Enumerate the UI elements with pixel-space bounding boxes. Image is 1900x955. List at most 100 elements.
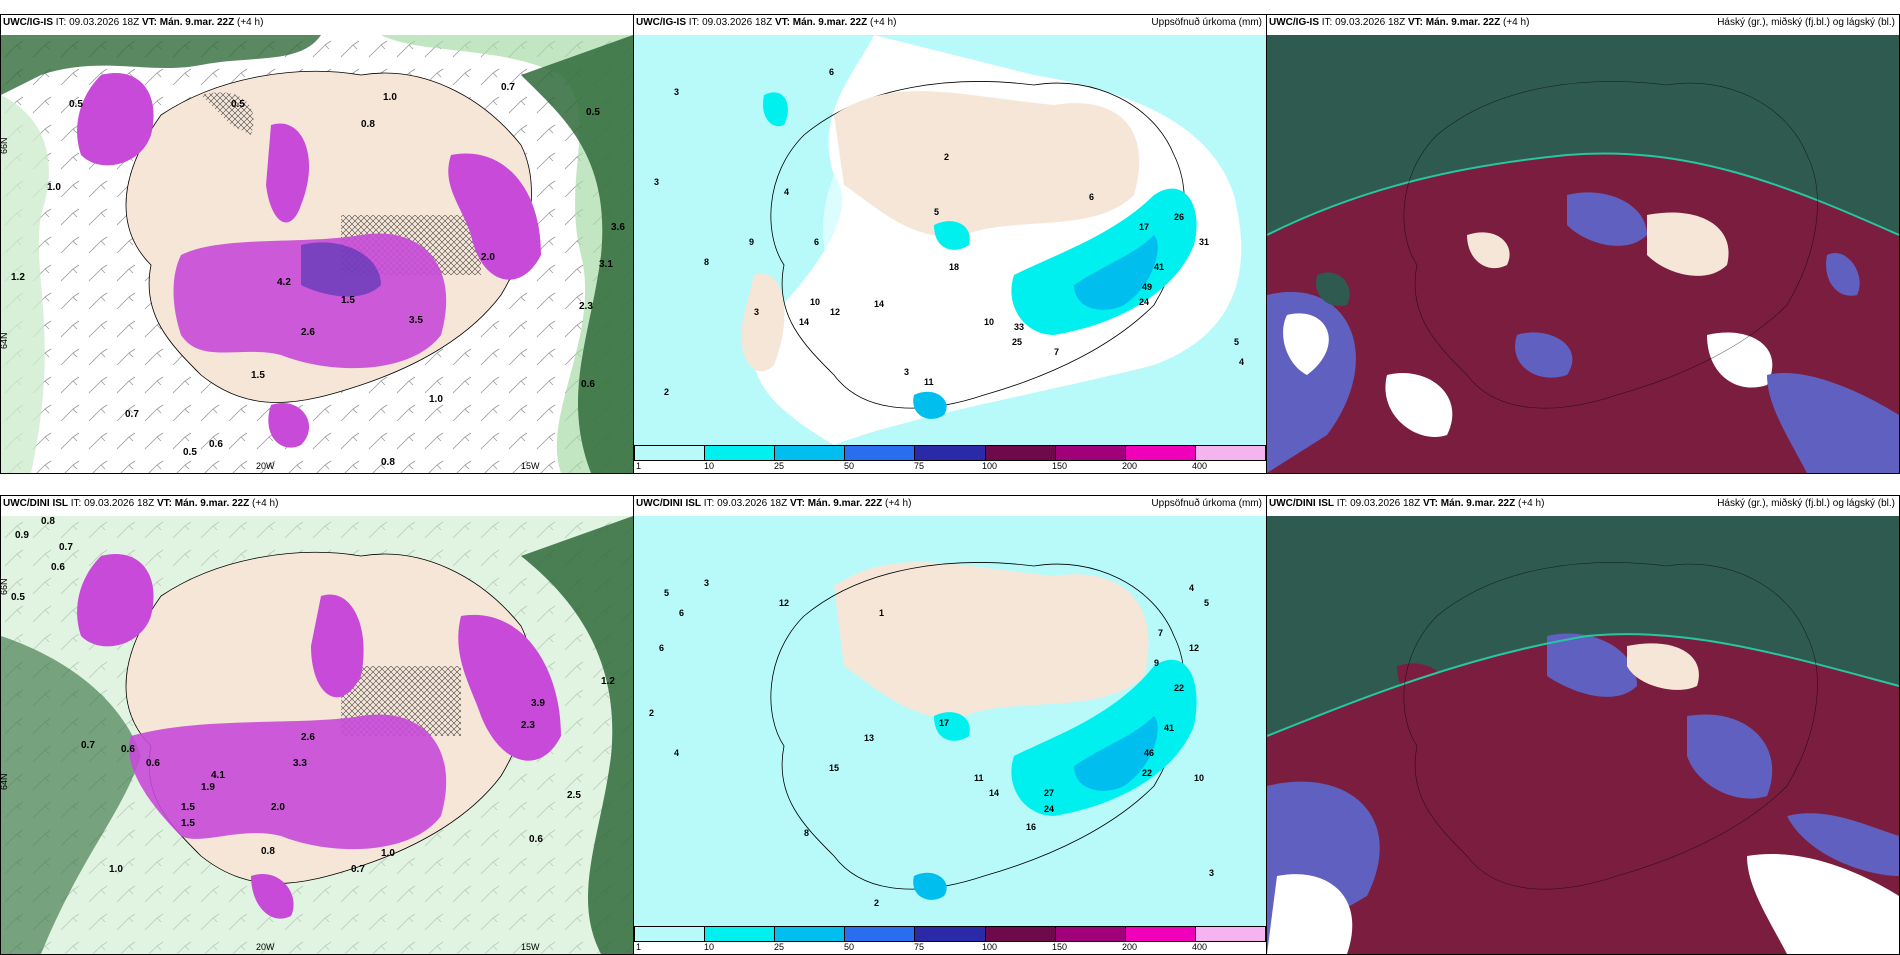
panel-dini-clouds: UWC/DINI ISL IT: 09.03.2026 18Z VT: Mán.… xyxy=(1266,495,1900,955)
map-value: 0.5 xyxy=(183,447,197,458)
map-value: 2 xyxy=(664,387,669,397)
lat-label: 66N xyxy=(1,578,9,595)
map-value: 12 xyxy=(830,307,840,317)
map-value: 10 xyxy=(810,297,820,307)
map-value: 0.7 xyxy=(501,82,515,93)
map-value: 3 xyxy=(674,87,679,97)
map-value: 41 xyxy=(1154,262,1164,272)
legend-tick: 25 xyxy=(774,942,785,952)
map-value: 2.0 xyxy=(481,252,495,263)
legend-tick: 10 xyxy=(704,942,715,952)
legend-swatch xyxy=(635,927,706,941)
map-value: 2 xyxy=(944,152,949,162)
map-value: 1.5 xyxy=(341,295,355,306)
legend-tick: 150 xyxy=(1052,942,1068,952)
map-value: 0.6 xyxy=(121,744,135,755)
map-value: 27 xyxy=(1044,788,1054,798)
map-value: 0.7 xyxy=(351,864,365,875)
map-value: 4 xyxy=(1239,357,1244,367)
map-value: 22 xyxy=(1142,768,1152,778)
legend-tick: 200 xyxy=(1122,461,1138,471)
map-value: 9 xyxy=(749,237,754,247)
map-value: 4 xyxy=(784,187,789,197)
legend-swatch xyxy=(915,446,986,460)
map-value: 3 xyxy=(904,367,909,377)
map-wind-precip: 66N 64N 20W 15W 0.9 0.8 0.7 0.6 0.5 0.6 … xyxy=(1,516,633,954)
map-value: 14 xyxy=(989,788,999,798)
map-value: 14 xyxy=(799,317,809,327)
map-value: 16 xyxy=(1026,822,1036,832)
map-value: 24 xyxy=(1139,297,1149,307)
legend-swatch xyxy=(1055,446,1126,460)
map-value: 0.5 xyxy=(11,592,25,603)
map-value: 0.5 xyxy=(586,107,600,118)
map-value: 0.6 xyxy=(146,758,160,769)
legend-tick: 75 xyxy=(914,942,925,952)
map-value: 1 xyxy=(879,608,884,618)
map-value: 2.3 xyxy=(579,301,593,312)
map-value: 22 xyxy=(1174,683,1184,693)
map-value: 0.9 xyxy=(15,530,29,541)
map-value: 0.8 xyxy=(361,119,375,130)
map-value: 1.2 xyxy=(11,272,25,283)
map-value: 5 xyxy=(664,588,669,598)
map-value: 3 xyxy=(1209,868,1214,878)
legend-tick: 200 xyxy=(1122,942,1138,952)
panel-subtitle: Háský (gr.), miðský (fj.bl.) og lágský (… xyxy=(1717,498,1895,509)
map-value: 7 xyxy=(1054,347,1059,357)
legend-tick: 100 xyxy=(982,461,998,471)
panel-subtitle: Uppsöfnuð úrkoma (mm) xyxy=(1151,498,1262,509)
map-value: 2.6 xyxy=(301,732,315,743)
map-value: 12 xyxy=(1189,643,1199,653)
map-value: 3.6 xyxy=(611,222,625,233)
map-value: 0.6 xyxy=(209,439,223,450)
map-value: 49 xyxy=(1142,282,1152,292)
map-value: 2.3 xyxy=(521,720,535,731)
map-value: 1.0 xyxy=(429,394,443,405)
legend-colorbar xyxy=(634,445,1266,461)
map-value: 0.6 xyxy=(51,562,65,573)
map-clouds xyxy=(1267,35,1899,473)
map-value: 6 xyxy=(679,608,684,618)
map-value: 1.9 xyxy=(201,782,215,793)
legend-tick: 50 xyxy=(844,942,855,952)
map-value: 0.8 xyxy=(381,457,395,468)
map-wind-precip: 66N 64N 20W 15W 0.5 0.5 1.0 0.8 0.7 0.5 … xyxy=(1,35,633,473)
map-value: 0.8 xyxy=(41,516,55,527)
legend-swatch xyxy=(705,446,776,460)
lat-label: 66N xyxy=(1,137,9,154)
legend-swatch xyxy=(1125,927,1196,941)
panel-title: UWC/IG-IS IT: 09.03.2026 18Z VT: Mán. 9.… xyxy=(3,17,264,28)
map-value: 12 xyxy=(779,598,789,608)
map-value: 3.1 xyxy=(599,259,613,270)
legend-colorbar xyxy=(634,926,1266,942)
map-value: 17 xyxy=(1139,222,1149,232)
map-value: 25 xyxy=(1012,337,1022,347)
map-value: 11 xyxy=(924,377,934,387)
map-value: 2.0 xyxy=(271,802,285,813)
legend-tick: 100 xyxy=(982,942,998,952)
map-value: 8 xyxy=(804,828,809,838)
lon-label: 15W xyxy=(521,461,540,471)
panel-title: UWC/IG-IS IT: 09.03.2026 18Z VT: Mán. 9.… xyxy=(1269,17,1530,28)
map-value: 6 xyxy=(829,67,834,77)
panel-subtitle: Háský (gr.), miðský (fj.bl.) og lágský (… xyxy=(1717,17,1895,28)
map-accum-precip: 5 3 2 4 6 12 13 15 17 27 24 16 22 41 46 … xyxy=(634,516,1266,926)
legend-swatch xyxy=(1195,446,1265,460)
map-value: 3.9 xyxy=(531,698,545,709)
map-value: 2 xyxy=(649,708,654,718)
legend-swatch xyxy=(705,927,776,941)
panel-title: UWC/DINI ISL IT: 09.03.2026 18Z VT: Mán.… xyxy=(1269,498,1545,509)
legend-swatch xyxy=(845,927,916,941)
panel-title: UWC/IG-IS IT: 09.03.2026 18Z VT: Mán. 9.… xyxy=(636,17,897,28)
map-value: 14 xyxy=(874,299,884,309)
map-value: 6 xyxy=(659,643,664,653)
map-value: 0.6 xyxy=(529,834,543,845)
map-value: 3 xyxy=(654,177,659,187)
map-value: 33 xyxy=(1014,322,1024,332)
legend-swatch xyxy=(1055,927,1126,941)
map-value: 5 xyxy=(1204,598,1209,608)
map-value: 5 xyxy=(934,207,939,217)
map-clouds xyxy=(1267,516,1899,954)
lon-label: 20W xyxy=(256,942,275,952)
